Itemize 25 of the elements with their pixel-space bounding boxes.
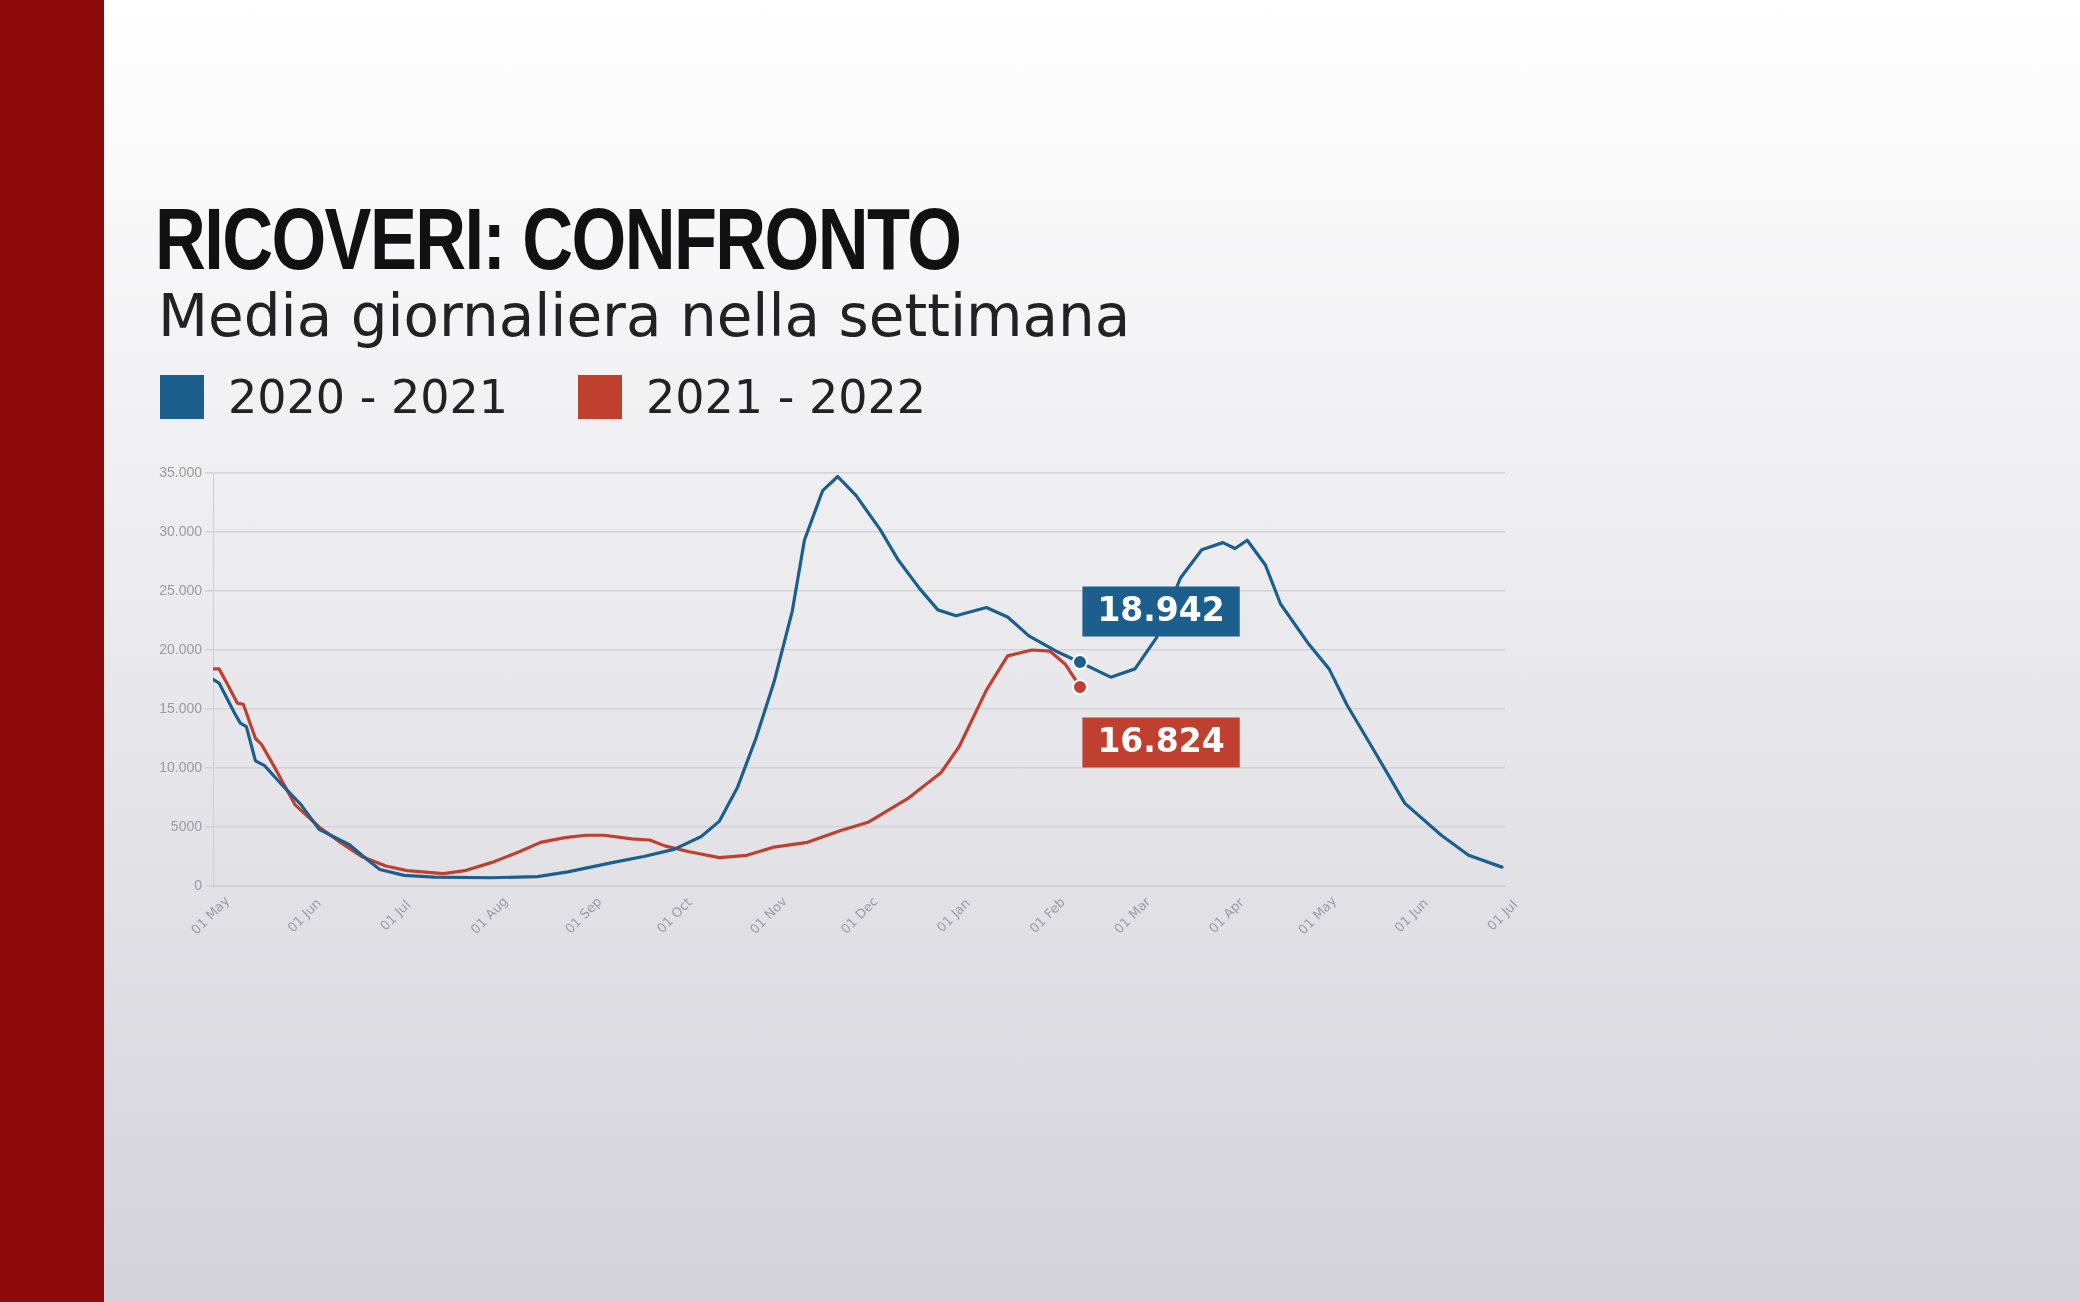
x-tick-label: 01 Dec [837,893,881,937]
y-tick-label: 10.000 [159,758,203,775]
x-tick-label: 01 Apr [1205,894,1248,936]
y-tick-label: 25.000 [159,581,203,598]
annotation: 16.824 [1097,721,1225,761]
legend-label: 2020 - 2021 [228,370,508,424]
annotation: 18.942 [1097,590,1225,630]
x-tick-label: 01 Jul [1484,897,1521,934]
x-tick-label: 01 Jan [933,895,973,935]
y-tick-label: 0 [194,876,203,893]
x-tick-label: 01 Feb [1026,894,1069,936]
x-tick-label: 01 Jun [1391,895,1432,935]
x-tick-label: 01 Sep [561,893,605,937]
legend-label: 2021 - 2022 [645,370,926,424]
y-tick-label: 15.000 [159,699,203,716]
y-tick-label: 30.000 [159,522,203,539]
x-tick-label: 01 Nov [746,893,791,937]
x-tick-label: 01 Aug [467,893,511,937]
x-tick-label: 01 Jun [284,895,325,935]
y-tick-label: 35.000 [159,463,203,480]
y-tick-label: 20.000 [159,640,203,657]
x-tick-label: 01 Oct [653,894,695,936]
y-tick-label: 5000 [170,817,203,834]
x-tick-label: 01 Mar [1110,893,1154,937]
x-tick-label: 01 Jul [377,897,414,934]
